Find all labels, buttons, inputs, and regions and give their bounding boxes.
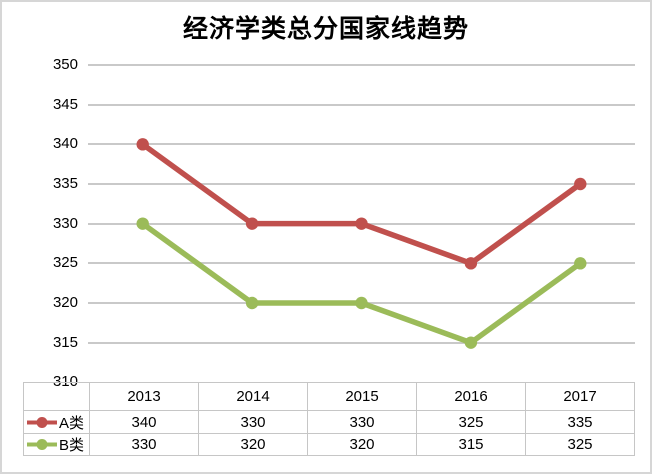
table-row: B类 330 320 320 315 325: [23, 433, 635, 456]
value-cell: 320: [307, 433, 417, 456]
year-header-cell: 2016: [416, 382, 526, 411]
legend-cell: A类: [23, 410, 90, 434]
series-name-label: B类: [59, 437, 85, 454]
value-cell: 325: [525, 433, 635, 456]
y-axis-tick-label: 340: [52, 135, 78, 153]
data-table: 2013 2014 2015 2016 2017 A类 340 330 330 325 335 B类 3…: [23, 382, 635, 456]
legend-line-marker-icon: [27, 416, 57, 428]
value-cell: 330: [89, 433, 199, 456]
y-gridline: [88, 262, 635, 265]
value-cell: 335: [525, 410, 635, 434]
series-line-B类: [139, 220, 584, 346]
year-header-cell: 2013: [89, 382, 199, 411]
legend-line-marker-icon: [27, 439, 57, 450]
y-gridline: [88, 182, 635, 185]
table-row: A类 340 330 330 325 335: [23, 410, 635, 434]
y-gridline: [88, 143, 635, 146]
y-gridline: [88, 341, 635, 344]
y-gridline: [88, 301, 635, 304]
series-line-A类: [139, 141, 584, 267]
y-gridline: [88, 103, 635, 106]
value-cell: 330: [307, 410, 417, 434]
y-axis-tick-label: 350: [52, 56, 78, 73]
series-name-label: A类: [59, 414, 85, 432]
value-cell: 330: [198, 410, 308, 434]
year-header-cell: 2015: [307, 382, 417, 411]
value-cell: 315: [416, 433, 526, 456]
chart-title: 经济学类总分国家线趋势: [182, 15, 469, 43]
y-gridline: [88, 222, 635, 225]
value-cell: 325: [416, 410, 526, 434]
year-header-cell: 2017: [525, 382, 635, 411]
y-axis-tick-label: 320: [52, 293, 78, 311]
value-cell: 340: [89, 410, 199, 434]
table-header-row: 2013 2014 2015 2016 2017: [23, 382, 635, 411]
y-axis-tick-label: 330: [52, 214, 78, 232]
y-axis-tick-label: 335: [52, 174, 78, 192]
value-cell: 320: [198, 433, 308, 456]
year-header-cell: 2014: [198, 382, 308, 411]
y-gridline: [88, 64, 635, 66]
y-axis-tick-label: 325: [52, 254, 78, 272]
y-axis-tick-label: 345: [52, 95, 78, 113]
y-axis-tick-label: 315: [52, 333, 78, 351]
table-corner-cell: [23, 382, 90, 411]
legend-cell: B类: [23, 433, 90, 456]
